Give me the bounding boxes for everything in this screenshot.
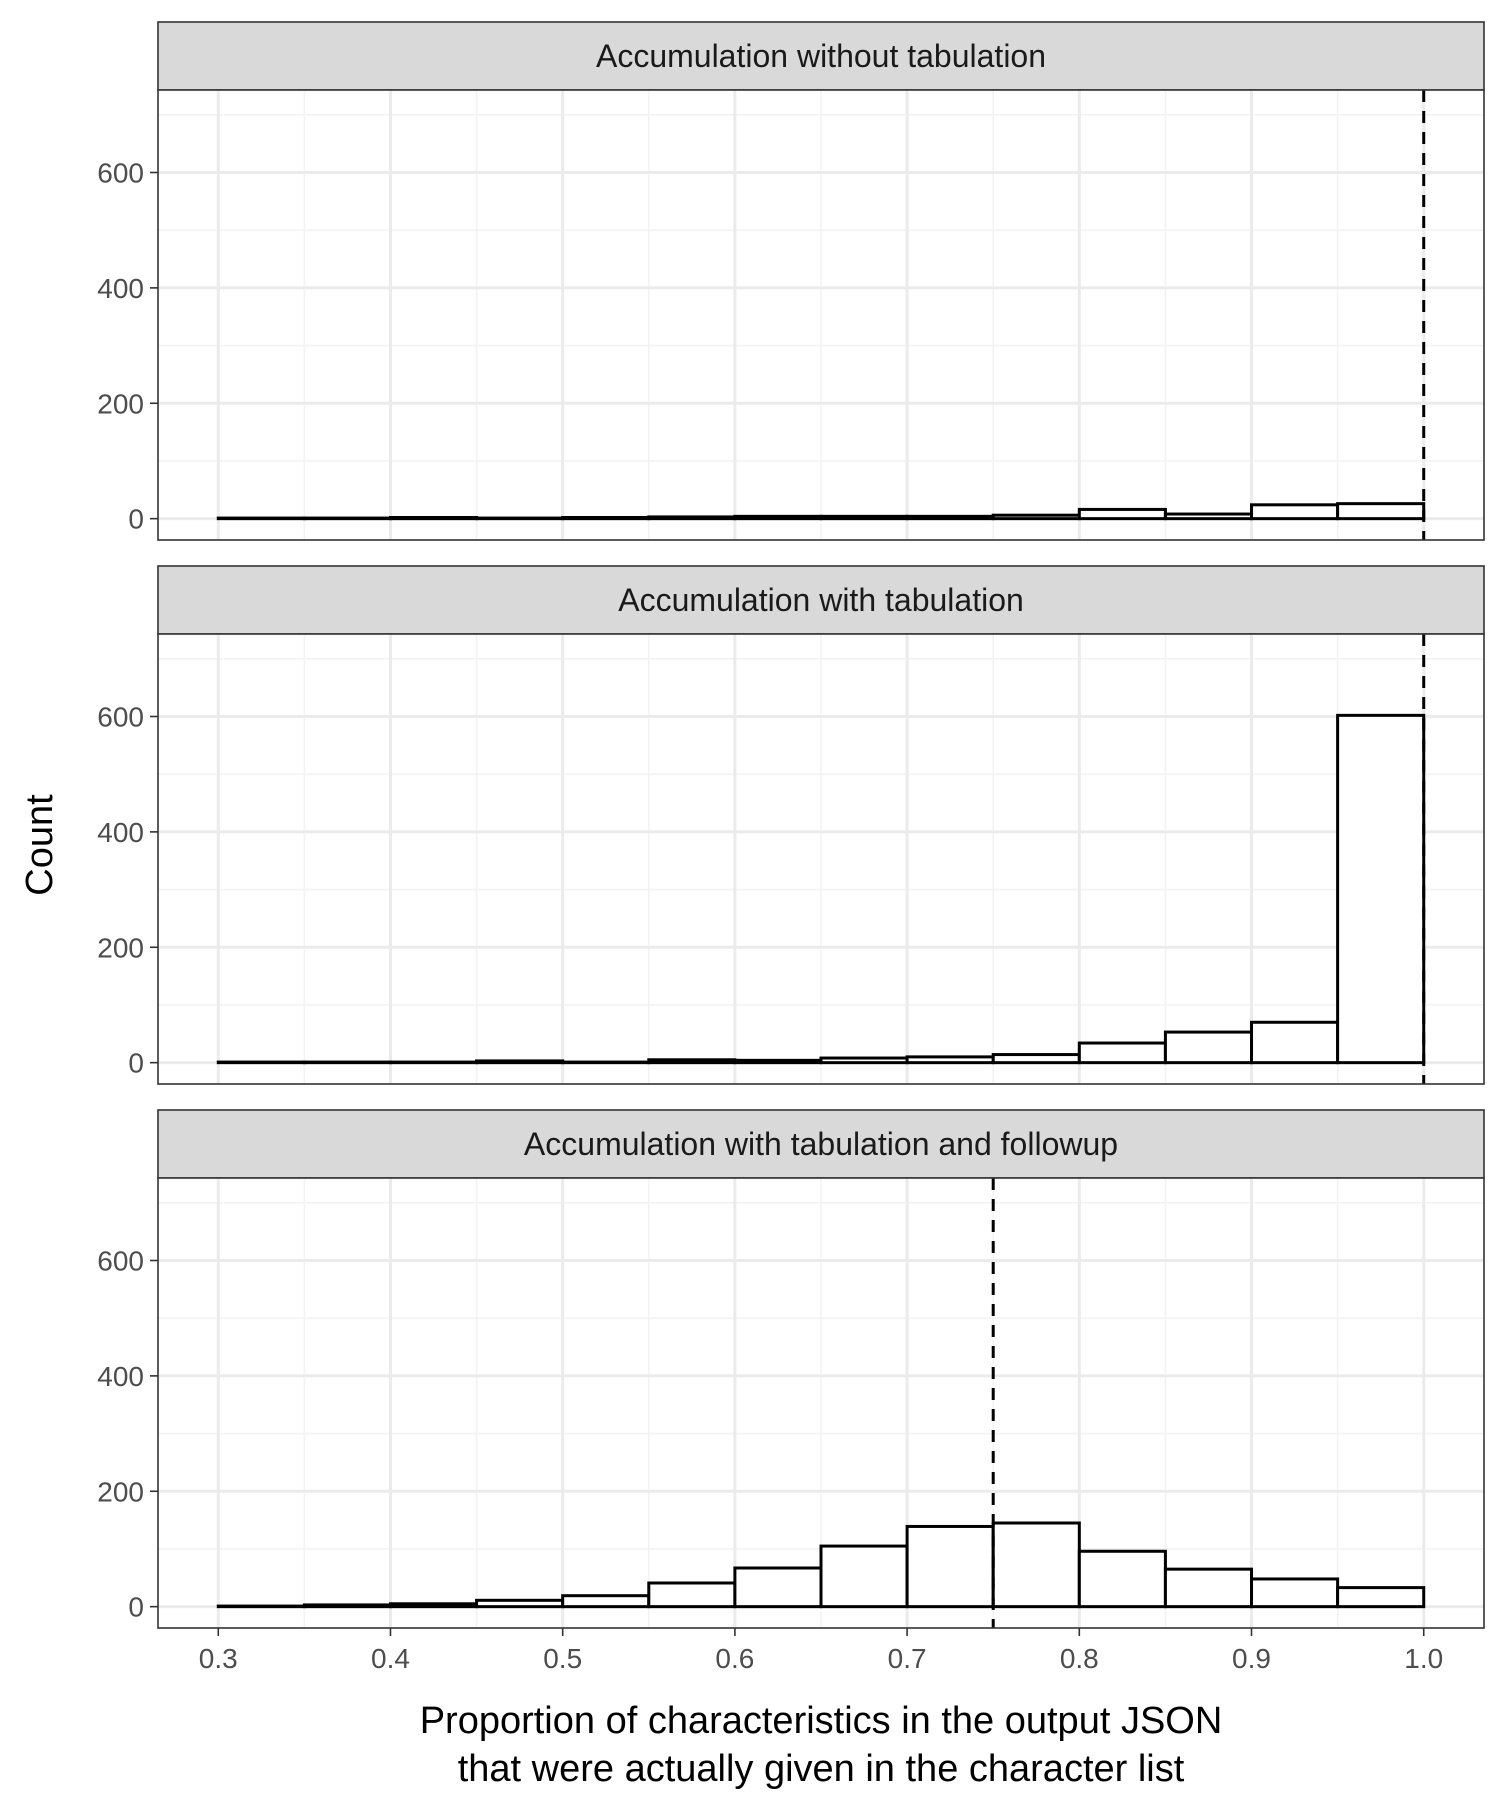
panel-border-1	[157, 89, 1485, 541]
facet-title-2: Accumulation with tabulation	[618, 582, 1024, 618]
histogram-bar	[1077, 507, 1167, 521]
x-axis-title-line-2: that were actually given in the characte…	[458, 1748, 1185, 1790]
histogram-bar	[561, 516, 651, 521]
histogram-bar	[1163, 1030, 1254, 1065]
x-tick-label: 0.6	[715, 1643, 754, 1674]
y-tick-label: 0	[128, 504, 144, 535]
y-tick-label: 0	[128, 1048, 144, 1079]
histogram-bar	[819, 1544, 909, 1609]
histogram-bar	[1077, 1041, 1167, 1065]
histogram-bar	[905, 1524, 995, 1609]
y-tick-label: 0	[128, 1592, 144, 1623]
histogram-bar	[561, 1060, 651, 1065]
histogram-bar	[1336, 502, 1426, 521]
facet-title-1: Accumulation without tabulation	[596, 38, 1046, 74]
histogram-bar	[1163, 1567, 1254, 1609]
y-tick-label: 200	[97, 1476, 144, 1507]
histogram-bar	[475, 1059, 565, 1065]
y-tick-label: 200	[97, 932, 144, 963]
histogram-bar	[302, 1060, 392, 1065]
histogram-bar	[733, 514, 823, 521]
histogram-bar	[647, 515, 737, 521]
x-tick-label: 1.0	[1404, 1643, 1443, 1674]
histogram-bar	[388, 1060, 479, 1065]
histogram-bar	[905, 1055, 995, 1065]
histogram-bar	[216, 1604, 306, 1609]
histogram-bar	[733, 1566, 823, 1609]
histogram-bar	[819, 1056, 909, 1065]
histogram-bar	[475, 516, 565, 521]
x-tick-label: 0.7	[888, 1643, 927, 1674]
facet-strip-1	[157, 21, 1485, 91]
histogram-bar	[647, 1058, 737, 1065]
histogram-bar	[1163, 512, 1254, 521]
y-tick-label: 600	[97, 702, 144, 733]
histogram-bar	[302, 516, 392, 521]
histogram-bar	[388, 1602, 479, 1609]
histogram-bar	[1250, 503, 1340, 521]
facet-strip-2	[157, 565, 1485, 635]
histogram-bar	[216, 1060, 306, 1065]
y-tick-label: 400	[97, 1361, 144, 1392]
histogram-bar	[216, 516, 306, 521]
y-tick-label: 400	[97, 817, 144, 848]
histogram-bar	[647, 1581, 737, 1609]
histogram-bar	[561, 1594, 651, 1609]
histogram-bar	[991, 1521, 1081, 1609]
panel-border-3	[157, 1177, 1485, 1629]
histogram-bar	[991, 1053, 1081, 1065]
facet-title-3: Accumulation with tabulation and followu…	[524, 1126, 1118, 1162]
histogram-bar	[475, 1598, 565, 1609]
panel-border-2	[157, 633, 1485, 1085]
x-tick-label: 0.5	[543, 1643, 582, 1674]
histogram-bar	[1336, 713, 1426, 1065]
histogram-bar	[302, 1603, 392, 1609]
histogram-bar	[1077, 1549, 1167, 1609]
histogram-bar	[905, 514, 995, 521]
histogram-bar	[388, 516, 479, 521]
histogram-bar	[733, 1058, 823, 1065]
y-tick-label: 400	[97, 273, 144, 304]
y-tick-label: 200	[97, 388, 144, 419]
histogram-bar	[1250, 1020, 1340, 1065]
y-tick-label: 600	[97, 1246, 144, 1277]
x-tick-label: 0.9	[1232, 1643, 1271, 1674]
y-axis-title: Count	[19, 794, 61, 896]
histogram-bar	[1250, 1577, 1340, 1609]
x-axis-title-line-1: Proportion of characteristics in the out…	[420, 1700, 1223, 1742]
x-tick-label: 0.4	[371, 1643, 410, 1674]
histogram-bar	[819, 514, 909, 521]
facet-strip-3	[157, 1109, 1485, 1179]
histogram-bar	[991, 513, 1081, 521]
x-tick-label: 0.3	[199, 1643, 238, 1674]
histogram-bar	[1336, 1586, 1426, 1609]
x-tick-label: 0.8	[1060, 1643, 1099, 1674]
y-tick-label: 600	[97, 158, 144, 189]
